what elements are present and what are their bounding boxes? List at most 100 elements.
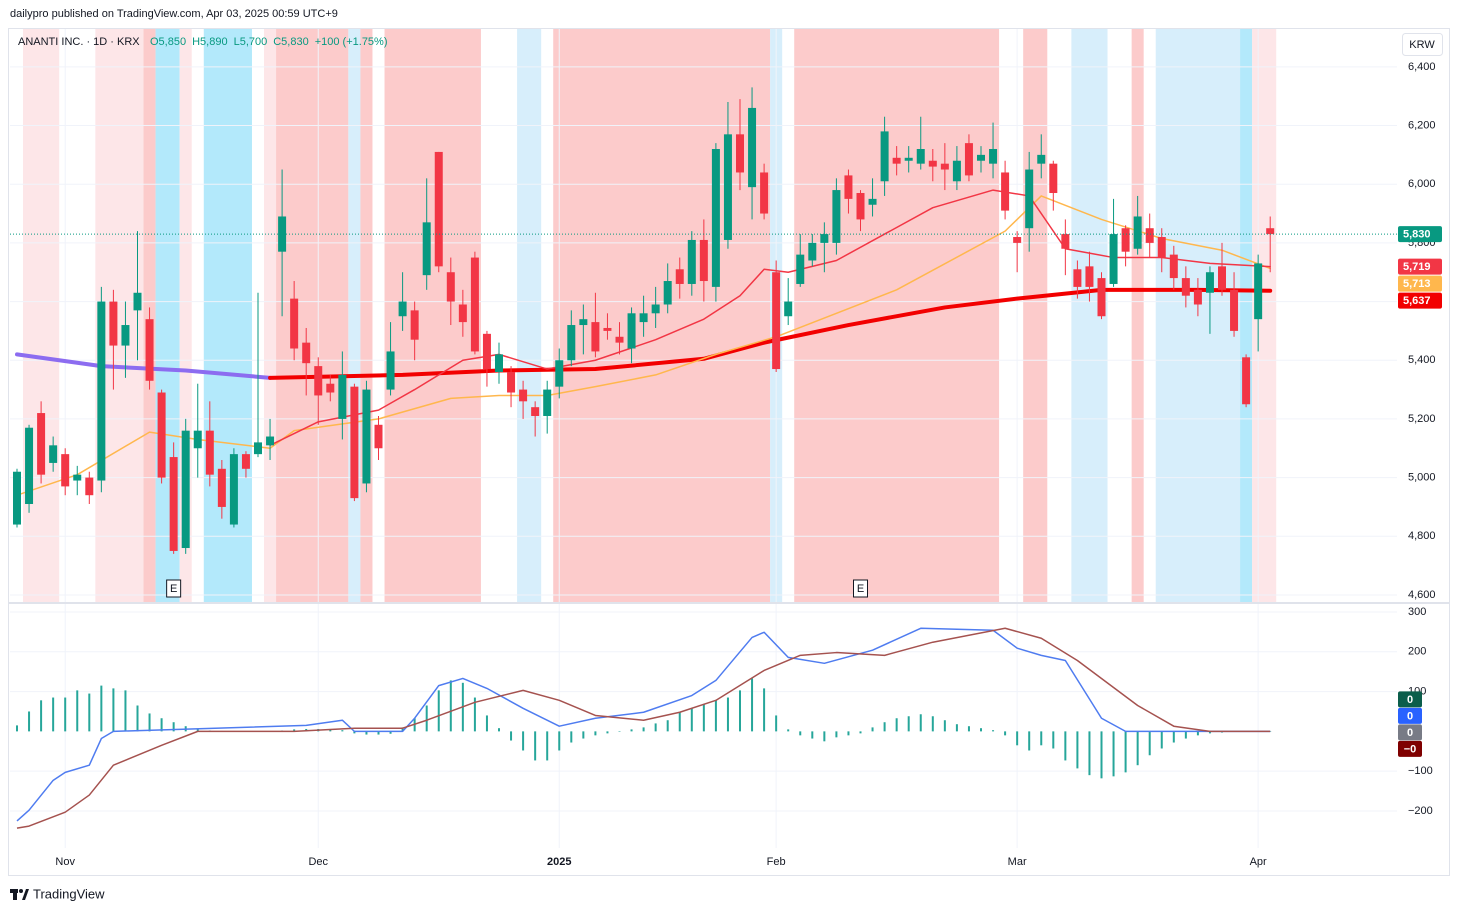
signal-band	[517, 29, 542, 602]
candle-body	[482, 333, 491, 370]
histogram-bar	[546, 731, 549, 761]
histogram-bar	[510, 731, 513, 741]
y-tick-label: 6,000	[1408, 178, 1436, 190]
histogram-bar	[582, 731, 585, 739]
price-tag	[1398, 292, 1442, 309]
histogram-bar	[1004, 731, 1007, 736]
histogram-bar	[1016, 731, 1019, 746]
histogram-bar	[52, 697, 55, 732]
candle-body	[338, 374, 347, 419]
candle-body	[350, 386, 359, 499]
candle-body	[591, 322, 600, 352]
x-tick-label: Mar	[1008, 856, 1027, 868]
logo-part	[22, 889, 29, 900]
histogram-bar	[1100, 731, 1103, 779]
histogram-bar	[1076, 731, 1079, 769]
candle-body	[398, 301, 407, 317]
candle-body	[1121, 228, 1130, 252]
histogram-bar	[16, 725, 18, 732]
value-badge	[1398, 740, 1422, 757]
event-marker-box	[166, 579, 182, 598]
histogram-bar	[389, 731, 392, 734]
signal-band	[1240, 29, 1253, 602]
candle-body	[940, 163, 949, 170]
macd-line	[16, 627, 1271, 822]
frame	[8, 28, 1450, 876]
candle-body	[952, 160, 961, 182]
histogram-bar	[1052, 731, 1055, 749]
histogram-bar	[630, 729, 633, 732]
histogram-bar	[931, 716, 934, 732]
candle-body	[928, 160, 937, 167]
candle-body	[1097, 278, 1106, 317]
candle-body	[205, 430, 214, 475]
histogram-bar	[377, 731, 380, 735]
histogram-bar	[943, 720, 946, 732]
candle-body	[627, 313, 636, 349]
histogram-bar	[907, 716, 910, 732]
x-tick-label: 2025	[547, 856, 571, 868]
candle-body	[37, 413, 46, 475]
candle-body	[904, 157, 913, 161]
histogram-bar	[437, 690, 440, 732]
candle-body	[97, 301, 106, 481]
histogram-bar	[365, 731, 368, 735]
signal-band	[264, 29, 277, 602]
legend-value: H5,890	[192, 36, 227, 48]
y-tick-label: −200	[1408, 805, 1433, 817]
price-tag-label: 5,637	[1403, 295, 1431, 307]
y-tick-label: 6,200	[1408, 119, 1436, 131]
histogram-bar	[64, 697, 67, 732]
value-badge-label: 0	[1407, 727, 1413, 739]
x-tick-label: Dec	[308, 856, 328, 868]
histogram-bar	[1196, 731, 1199, 736]
histogram-bar	[1112, 731, 1115, 777]
histogram-bar	[811, 731, 814, 739]
candle-body	[531, 407, 540, 416]
candle-body	[1230, 289, 1239, 331]
histogram-bar	[172, 722, 175, 732]
candle-body	[470, 257, 479, 352]
histogram-bar	[329, 729, 332, 732]
candle-body	[157, 392, 166, 478]
y-tick-label: 5,200	[1408, 413, 1436, 425]
publish-note: dailypro published on TradingView.com, A…	[10, 8, 338, 20]
candle-body	[639, 313, 648, 323]
bands	[23, 29, 1277, 602]
candle-body	[109, 301, 118, 346]
histogram-bar	[449, 680, 452, 732]
candle-body	[495, 354, 503, 372]
candle-body	[856, 193, 865, 220]
histogram-bar	[787, 729, 790, 732]
candle-body	[820, 234, 829, 243]
signal-band	[1023, 29, 1048, 602]
candle-body	[519, 389, 528, 402]
candle-body	[241, 454, 250, 469]
legend-value: O5,850	[150, 36, 186, 48]
candle-body	[603, 327, 612, 331]
candle-body	[772, 272, 781, 370]
signal-band	[348, 29, 361, 602]
candle-body	[386, 351, 395, 390]
macd-line	[16, 627, 1271, 829]
candle-body	[302, 342, 311, 364]
candle-body	[326, 383, 335, 393]
candle-body	[880, 131, 889, 182]
signal-band	[276, 29, 349, 602]
histogram-bar	[775, 715, 778, 732]
footer-brand: TradingView	[33, 886, 105, 901]
candle-body	[651, 304, 660, 314]
candle-body	[362, 389, 371, 484]
y-tick-label: 5,400	[1408, 354, 1436, 366]
candle-body	[784, 301, 793, 317]
price-tag	[1398, 226, 1442, 243]
signal-band	[1131, 29, 1144, 602]
histogram-bar	[606, 731, 609, 734]
currency-box[interactable]	[1402, 33, 1443, 56]
y-tick-label: 4,600	[1408, 589, 1436, 601]
candle-body	[579, 319, 588, 326]
value-badge-label: 0	[1407, 694, 1413, 706]
candle-body	[808, 242, 817, 261]
candle-body	[868, 198, 877, 205]
candle-body	[1025, 169, 1034, 229]
